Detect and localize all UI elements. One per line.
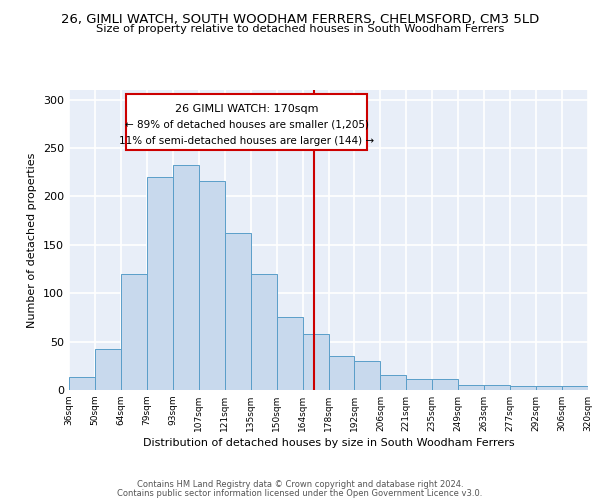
Bar [406, 380, 432, 390]
Text: 26 GIMLI WATCH: 170sqm: 26 GIMLI WATCH: 170sqm [175, 104, 319, 114]
Text: Size of property relative to detached houses in South Woodham Ferrers: Size of property relative to detached ho… [96, 24, 504, 34]
Bar [484, 385, 510, 390]
Bar [329, 356, 355, 390]
Bar [355, 361, 380, 390]
Text: Contains public sector information licensed under the Open Government Licence v3: Contains public sector information licen… [118, 488, 482, 498]
Bar [69, 378, 95, 390]
Bar [95, 350, 121, 390]
Bar [433, 380, 458, 390]
Text: ← 89% of detached houses are smaller (1,205): ← 89% of detached houses are smaller (1,… [125, 120, 369, 130]
Bar [536, 386, 562, 390]
Bar [510, 386, 536, 390]
Bar [562, 386, 588, 390]
Bar [277, 318, 302, 390]
X-axis label: Distribution of detached houses by size in South Woodham Ferrers: Distribution of detached houses by size … [143, 438, 514, 448]
Bar [173, 166, 199, 390]
Bar [147, 177, 173, 390]
Bar [251, 274, 277, 390]
Text: Contains HM Land Registry data © Crown copyright and database right 2024.: Contains HM Land Registry data © Crown c… [137, 480, 463, 489]
Text: 11% of semi-detached houses are larger (144) →: 11% of semi-detached houses are larger (… [119, 136, 374, 145]
Y-axis label: Number of detached properties: Number of detached properties [28, 152, 37, 328]
Bar [302, 334, 329, 390]
Bar [126, 94, 367, 150]
Bar [199, 181, 224, 390]
Text: 26, GIMLI WATCH, SOUTH WOODHAM FERRERS, CHELMSFORD, CM3 5LD: 26, GIMLI WATCH, SOUTH WOODHAM FERRERS, … [61, 12, 539, 26]
Bar [121, 274, 147, 390]
Bar [458, 385, 484, 390]
Bar [380, 376, 406, 390]
Bar [225, 233, 251, 390]
